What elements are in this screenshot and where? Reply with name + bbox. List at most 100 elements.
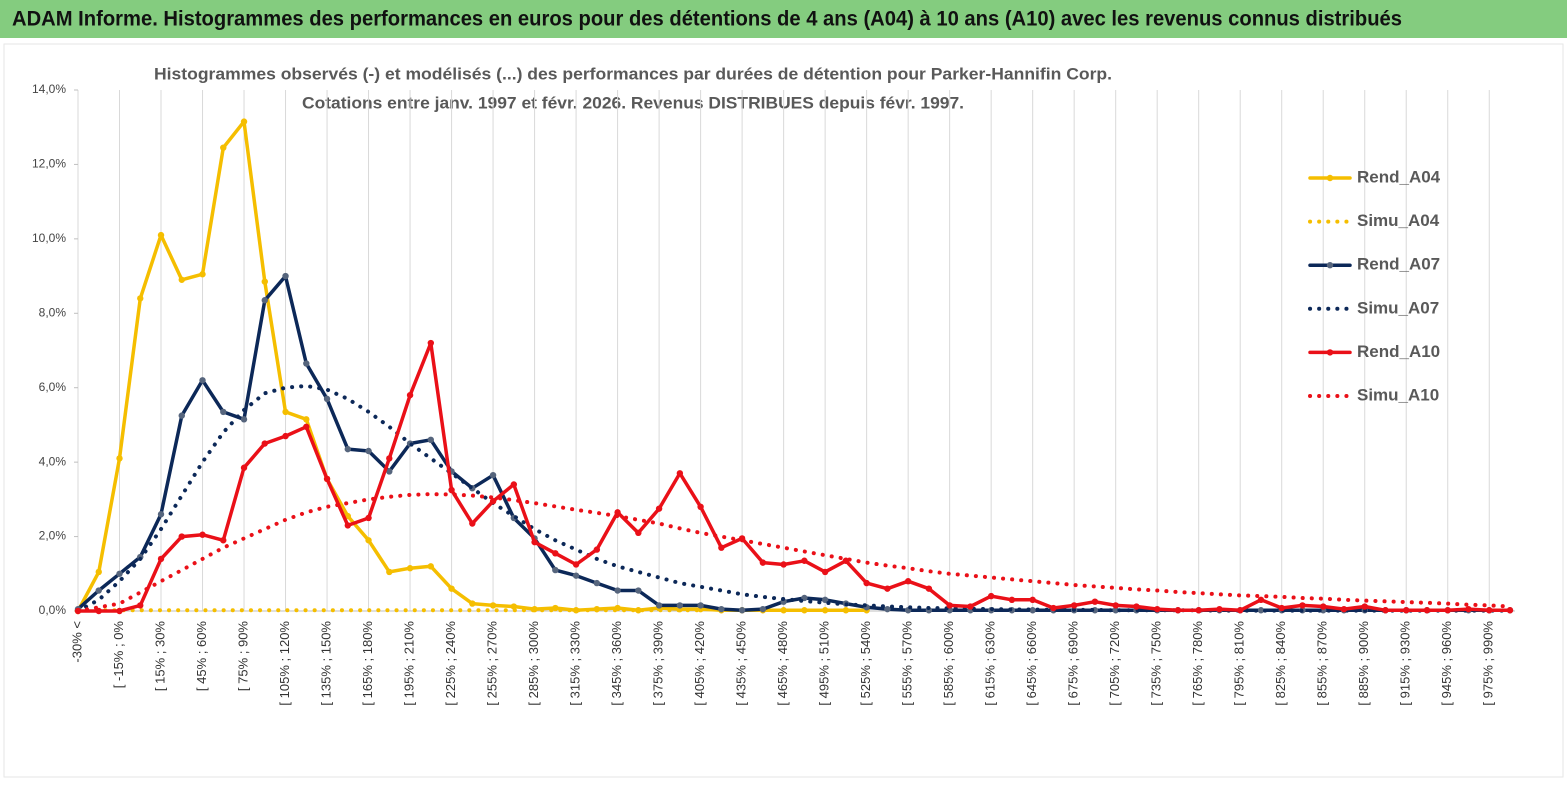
point <box>386 568 393 576</box>
point <box>801 607 808 614</box>
point <box>137 295 144 302</box>
x-tick-label: [ 405% ; 420% <box>692 621 707 706</box>
point <box>1361 603 1368 610</box>
legend-label: Rend_A07 <box>1357 255 1440 274</box>
x-tick-label: [ 135% ; 150% <box>318 621 333 706</box>
point <box>572 561 580 568</box>
point <box>655 505 663 512</box>
x-tick-label: [ 75% ; 90% <box>235 621 250 692</box>
point <box>904 578 912 585</box>
point <box>406 565 414 572</box>
y-tick-label: 10,0% <box>32 231 66 245</box>
point <box>780 607 787 614</box>
x-tick-label: [ 645% ; 660% <box>1024 621 1039 706</box>
point <box>593 546 601 553</box>
point <box>1029 607 1036 614</box>
point <box>1382 607 1389 614</box>
point <box>1133 603 1140 610</box>
point <box>1174 607 1182 614</box>
point <box>1257 607 1265 614</box>
point <box>489 602 497 609</box>
point <box>1112 607 1119 614</box>
point <box>821 607 829 614</box>
legend-label: Rend_A10 <box>1357 342 1440 361</box>
point <box>1195 607 1202 614</box>
point <box>240 416 248 423</box>
point <box>552 566 559 574</box>
legend-label: Rend_A04 <box>1357 167 1441 186</box>
point <box>697 602 704 609</box>
point <box>261 278 268 285</box>
point <box>1029 596 1036 604</box>
point <box>344 445 351 453</box>
x-tick-label: [ 675% ; 690% <box>1066 621 1081 706</box>
x-tick-label: [ 915% ; 930% <box>1398 621 1413 706</box>
point <box>240 464 248 471</box>
point <box>386 455 393 462</box>
point <box>1299 602 1306 609</box>
x-tick-label: [ 375% ; 390% <box>651 621 666 706</box>
point <box>759 559 767 566</box>
point <box>925 585 933 592</box>
point <box>323 395 331 403</box>
legend-label: Simu_A10 <box>1357 385 1439 404</box>
header-bar <box>0 0 1567 38</box>
point <box>344 522 351 529</box>
point <box>1403 607 1410 614</box>
point <box>157 555 165 563</box>
point <box>489 498 497 505</box>
x-tick-label: [ 885% ; 900% <box>1356 621 1371 706</box>
y-tick-label: 6,0% <box>39 380 67 394</box>
x-tick-label: [ 735% ; 750% <box>1149 621 1164 706</box>
header-title: ADAM Informe. Histogrammes des performan… <box>12 8 1402 31</box>
x-tick-label: [ 495% ; 510% <box>817 621 832 706</box>
y-tick-label: 12,0% <box>32 157 66 171</box>
point <box>116 570 123 577</box>
point <box>489 471 497 479</box>
x-tick-label: [ 315% ; 330% <box>568 621 583 706</box>
x-tick-label: -30% < <box>69 621 84 663</box>
point <box>1320 603 1327 610</box>
point <box>282 272 289 280</box>
point <box>718 544 725 551</box>
point <box>552 550 559 557</box>
point <box>261 440 268 447</box>
point <box>1444 607 1451 614</box>
point <box>884 605 891 613</box>
point <box>614 509 621 516</box>
point <box>427 563 435 570</box>
point <box>531 538 538 546</box>
point <box>842 557 850 564</box>
point <box>137 602 144 609</box>
point <box>95 568 102 576</box>
point <box>946 602 953 609</box>
point <box>95 587 102 594</box>
point <box>199 271 206 278</box>
x-tick-label: [ 855% ; 870% <box>1315 621 1330 706</box>
y-tick-label: 4,0% <box>39 454 67 468</box>
point <box>593 579 601 587</box>
x-tick-label: [ 105% ; 120% <box>277 621 292 706</box>
point <box>780 561 787 568</box>
point <box>1257 596 1265 604</box>
point <box>303 416 310 423</box>
chart-subtitle: Cotations entre janv. 1997 et févr. 2026… <box>302 93 964 112</box>
point <box>365 514 372 522</box>
point <box>323 475 331 483</box>
point <box>635 587 642 594</box>
point <box>759 605 767 613</box>
legend-marker <box>1326 174 1334 182</box>
point <box>572 572 580 579</box>
point <box>1237 607 1244 614</box>
x-tick-label: [ 615% ; 630% <box>983 621 998 706</box>
point <box>469 520 476 527</box>
point <box>635 607 642 614</box>
point <box>697 503 704 510</box>
x-tick-label: [ 705% ; 720% <box>1107 621 1122 706</box>
point <box>199 531 206 538</box>
x-tick-label: [ 15% ; 30% <box>152 621 167 692</box>
y-tick-label: 2,0% <box>39 529 67 543</box>
point <box>282 432 289 440</box>
point <box>1465 605 1472 613</box>
